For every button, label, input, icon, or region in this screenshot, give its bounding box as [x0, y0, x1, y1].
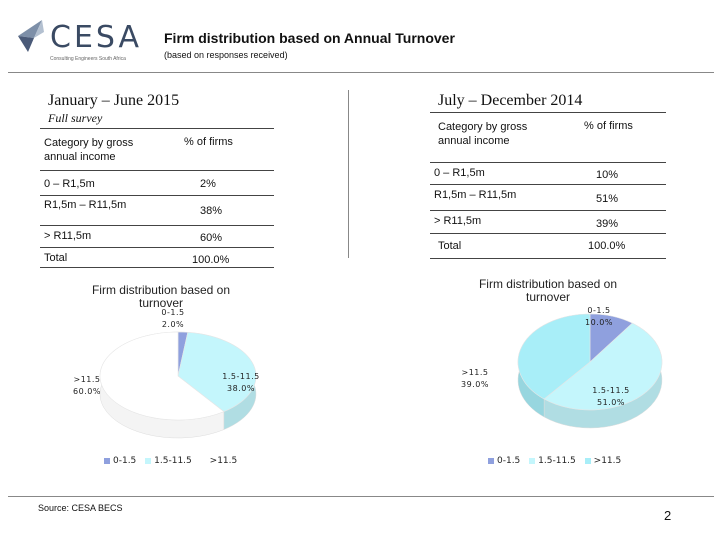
legend-swatch [145, 457, 152, 464]
right-label-1-name: 1.5-11.5 [592, 386, 630, 395]
right-table-rule [430, 233, 666, 234]
left-row-2-category: > R11,5m [44, 230, 92, 242]
right-chart-legend: 0-1.5 1.5-11.5 >11.5 [488, 456, 621, 466]
legend-item: >11.5 [584, 456, 622, 466]
left-label-1-name: 1.5-11.5 [222, 372, 260, 381]
legend-item: 0-1.5 [488, 456, 520, 466]
right-row-0-percent: 10% [596, 169, 619, 181]
left-row-0-category: 0 – R1,5m [44, 178, 95, 190]
legend-label: 1.5-11.5 [154, 456, 192, 466]
legend-swatch [104, 457, 110, 464]
right-table-bottom-rule [430, 258, 666, 259]
logo-tagline: Consulting Engineers South Africa [50, 56, 126, 62]
header-divider [8, 72, 714, 73]
legend-item: 0-1.5 [104, 456, 136, 466]
left-table-rule [40, 247, 274, 248]
right-table-rule [430, 162, 666, 163]
left-label-0-name: 0-1.5 [161, 308, 185, 317]
right-table-rule [430, 184, 666, 185]
legend-label: 0-1.5 [113, 456, 137, 466]
legend-item: 1.5-11.5 [145, 456, 192, 466]
legend-label: 0-1.5 [497, 456, 521, 466]
right-row-1-category: R1,5m – R11,5m [434, 189, 517, 201]
pie-0-slice-1 [177, 332, 257, 412]
source-note: Source: CESA BECS [38, 503, 123, 513]
left-table-top-rule [40, 128, 274, 129]
left-period-heading: January – June 2015 [48, 92, 180, 109]
left-label-2-value: 60.0% [73, 387, 101, 396]
right-table-top-rule [430, 112, 666, 113]
right-row-3-percent: 100.0% [588, 240, 626, 252]
left-row-3-percent: 100.0% [192, 254, 230, 266]
left-label-2-name: >11.5 [73, 375, 101, 384]
pie-1-slice-2 [517, 313, 591, 400]
pie-1-slice-1 [543, 322, 663, 411]
pie-0-slice-2 [99, 331, 225, 421]
left-row-1-category: R1,5m – R11,5m [44, 199, 127, 211]
legend-item: >11.5 [200, 456, 238, 466]
right-row-3-category: Total [438, 240, 462, 252]
page-title: Firm distribution based on Annual Turnov… [164, 30, 455, 46]
right-label-2-value: 39.0% [461, 380, 489, 389]
right-row-2-percent: 39% [596, 218, 619, 230]
left-label-0-value: 2.0% [161, 320, 185, 329]
right-row-1-percent: 51% [596, 193, 619, 205]
left-row-0-percent: 2% [200, 178, 216, 190]
right-label-0-name: 0-1.5 [587, 306, 611, 315]
left-chart-title: Firm distribution based on turnover [91, 283, 231, 310]
right-table-rule [430, 210, 666, 211]
left-label-1-value: 38.0% [227, 384, 255, 393]
left-table-rule [40, 195, 274, 196]
legend-swatch [200, 457, 207, 464]
legend-swatch [488, 457, 494, 464]
right-table: Category by gross annual income % of fir… [430, 112, 666, 260]
legend-swatch [584, 457, 591, 464]
left-table-rule [40, 170, 274, 171]
right-table-header-percent: % of firms [584, 120, 633, 132]
right-label-2-name: >11.5 [461, 368, 489, 377]
left-row-2-percent: 60% [200, 232, 223, 244]
left-row-3-category: Total [44, 252, 68, 264]
page-subtitle: (based on responses received) [164, 50, 288, 60]
legend-label: >11.5 [593, 456, 622, 466]
footer-divider [8, 496, 714, 497]
page-number: 2 [664, 508, 672, 523]
right-period-heading: July – December 2014 [438, 92, 583, 109]
left-row-1-percent: 38% [200, 205, 223, 217]
logo-mark-icon [18, 20, 44, 52]
left-survey-note: Full survey [48, 111, 103, 125]
right-label-1-value: 51.0% [597, 398, 625, 407]
left-table-header-percent: % of firms [184, 136, 233, 148]
right-row-2-category: > R11,5m [434, 215, 482, 227]
legend-item: 1.5-11.5 [529, 456, 576, 466]
legend-label: >11.5 [209, 456, 238, 466]
left-table-rule [40, 225, 274, 226]
legend-swatch [529, 457, 536, 464]
right-table-header-category: Category by gross annual income [438, 121, 528, 147]
left-table-bottom-rule [40, 267, 274, 268]
right-chart-title: Firm distribution based on turnover [478, 277, 618, 304]
logo: CESA Consulting Engineers South Africa [14, 16, 144, 66]
right-label-0-value: 10.0% [585, 318, 613, 327]
right-row-0-category: 0 – R1,5m [434, 167, 485, 179]
left-table-header-category: Category by gross annual income [44, 137, 134, 163]
column-divider [348, 90, 349, 258]
logo-text: CESA [50, 20, 143, 55]
left-chart-legend: 0-1.5 1.5-11.5 >11.5 [104, 456, 237, 466]
left-table: Category by gross annual income % of fir… [40, 128, 274, 268]
legend-label: 1.5-11.5 [538, 456, 576, 466]
